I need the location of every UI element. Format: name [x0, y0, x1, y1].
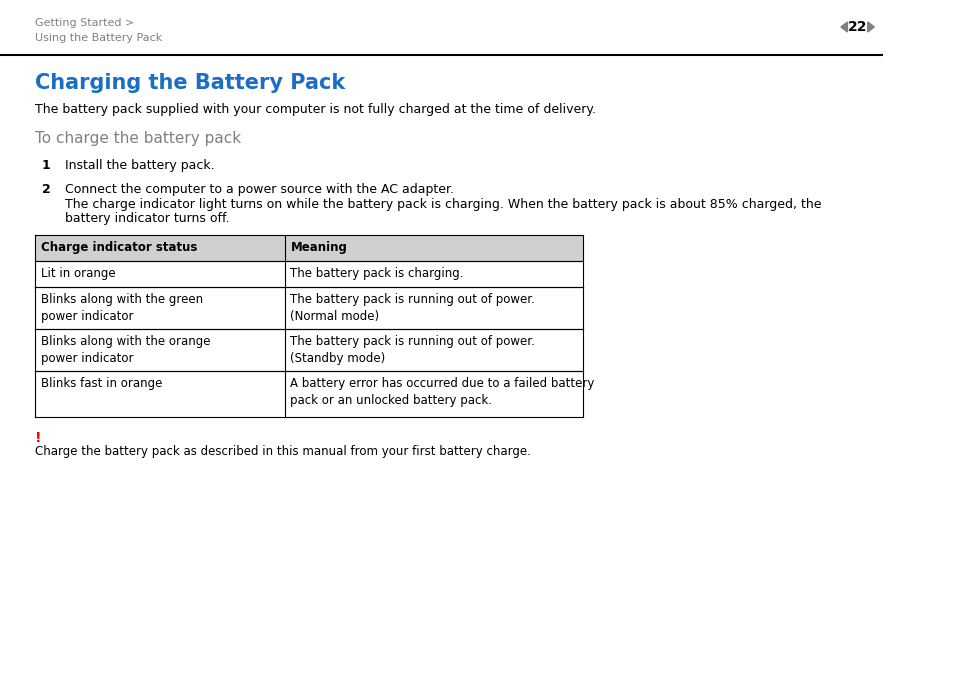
Text: 1: 1	[42, 159, 51, 172]
Text: Connect the computer to a power source with the AC adapter.: Connect the computer to a power source w…	[65, 183, 454, 196]
Text: Charge the battery pack as described in this manual from your first battery char: Charge the battery pack as described in …	[35, 445, 531, 458]
Text: The battery pack is charging.: The battery pack is charging.	[291, 267, 463, 280]
Text: Meaning: Meaning	[291, 241, 347, 254]
Text: Charging the Battery Pack: Charging the Battery Pack	[35, 73, 345, 93]
Text: The battery pack supplied with your computer is not fully charged at the time of: The battery pack supplied with your comp…	[35, 103, 596, 116]
Text: Blinks along with the orange
power indicator: Blinks along with the orange power indic…	[41, 335, 210, 365]
Text: A battery error has occurred due to a failed battery
pack or an unlocked battery: A battery error has occurred due to a fa…	[291, 377, 595, 407]
Text: Getting Started >: Getting Started >	[35, 18, 134, 28]
Polygon shape	[841, 22, 846, 32]
Text: The battery pack is running out of power.
(Normal mode): The battery pack is running out of power…	[291, 293, 535, 323]
Text: Install the battery pack.: Install the battery pack.	[65, 159, 214, 172]
Text: The charge indicator light turns on while the battery pack is charging. When the: The charge indicator light turns on whil…	[65, 198, 821, 211]
Text: Charge indicator status: Charge indicator status	[41, 241, 197, 254]
Polygon shape	[867, 22, 873, 32]
Text: 2: 2	[42, 183, 51, 196]
Text: Using the Battery Pack: Using the Battery Pack	[35, 33, 162, 43]
Text: Blinks along with the green
power indicator: Blinks along with the green power indica…	[41, 293, 203, 323]
Text: To charge the battery pack: To charge the battery pack	[35, 131, 241, 146]
Text: battery indicator turns off.: battery indicator turns off.	[65, 212, 229, 225]
Bar	[35, 235, 582, 261]
Text: 22: 22	[847, 20, 866, 34]
Text: Blinks fast in orange: Blinks fast in orange	[41, 377, 162, 390]
Text: Lit in orange: Lit in orange	[41, 267, 115, 280]
Text: The battery pack is running out of power.
(Standby mode): The battery pack is running out of power…	[291, 335, 535, 365]
Text: !: !	[35, 431, 42, 445]
